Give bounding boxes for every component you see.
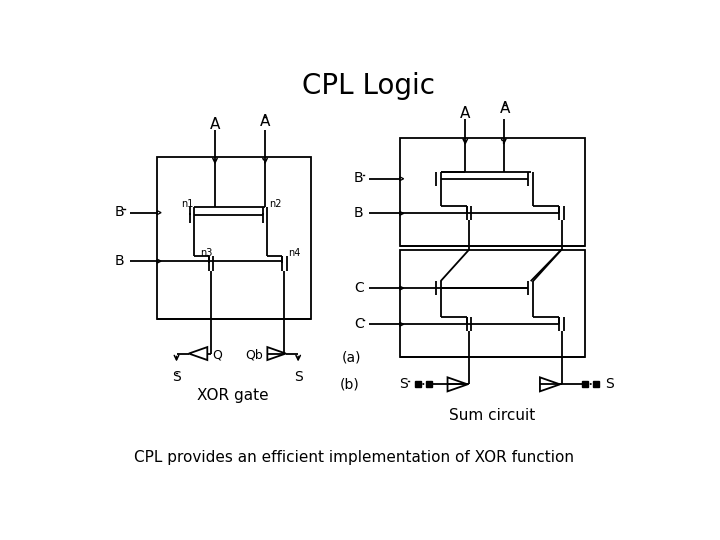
Text: S: S bbox=[400, 377, 408, 392]
Bar bbox=[157, 157, 311, 319]
Text: C: C bbox=[354, 316, 364, 330]
Text: CPL provides an efficient implementation of XOR function: CPL provides an efficient implementation… bbox=[134, 450, 574, 465]
Text: S: S bbox=[172, 370, 181, 383]
Text: S: S bbox=[606, 377, 614, 392]
Text: CPL Logic: CPL Logic bbox=[302, 72, 436, 100]
Text: Sum circuit: Sum circuit bbox=[449, 408, 536, 423]
Text: n2: n2 bbox=[269, 199, 282, 209]
Bar bbox=[400, 249, 585, 357]
Text: A: A bbox=[460, 106, 470, 121]
Text: B: B bbox=[354, 206, 364, 220]
Text: n3: n3 bbox=[200, 248, 212, 258]
Text: S: S bbox=[294, 370, 302, 384]
Text: n4: n4 bbox=[288, 248, 300, 258]
Text: (a): (a) bbox=[342, 350, 361, 365]
Text: Q: Q bbox=[212, 349, 222, 362]
Text: A: A bbox=[260, 113, 270, 129]
Text: XOR gate: XOR gate bbox=[197, 388, 269, 403]
Text: A: A bbox=[210, 117, 220, 132]
Text: A: A bbox=[500, 101, 510, 116]
Text: (b): (b) bbox=[340, 377, 359, 392]
Bar bbox=[400, 138, 585, 246]
Text: C: C bbox=[354, 281, 364, 295]
Text: Qb: Qb bbox=[245, 349, 263, 362]
Text: B: B bbox=[114, 254, 124, 268]
Text: n1: n1 bbox=[181, 199, 194, 209]
Text: B: B bbox=[354, 171, 364, 185]
Text: B: B bbox=[114, 205, 124, 219]
